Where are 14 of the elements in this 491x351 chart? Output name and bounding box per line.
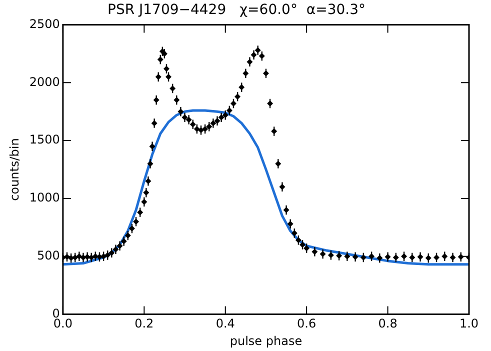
x-tick-label: 0.8 [378,316,398,331]
x-tick-label: 0.2 [134,316,154,331]
y-tick-label: 2000 [29,74,60,89]
x-axis-title: pulse phase [230,334,302,348]
y-axis-title: counts/bin [7,138,22,201]
y-tick-label: 500 [37,248,60,262]
x-tick-label: 1.0 [459,316,479,331]
y-tick-label: 1000 [29,190,60,205]
x-tick-label: 0.4 [216,316,235,331]
y-tick-label: 1500 [29,132,60,147]
y-tick-label: 2500 [29,16,60,31]
chart-title: PSR J1709−4429 χ=60.0° α=30.3° [108,2,366,18]
x-tick-label: 0.0 [53,316,72,331]
x-tick-label: 0.6 [297,316,316,331]
